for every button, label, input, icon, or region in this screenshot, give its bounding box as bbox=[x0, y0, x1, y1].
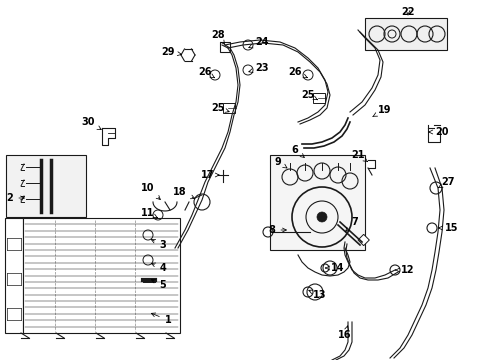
Text: 20: 20 bbox=[428, 127, 448, 137]
Circle shape bbox=[316, 212, 326, 222]
Bar bbox=[220, 42, 229, 52]
Text: 26: 26 bbox=[287, 67, 307, 78]
Text: 21: 21 bbox=[350, 150, 367, 162]
Text: 3: 3 bbox=[151, 239, 166, 250]
Text: 5: 5 bbox=[151, 279, 166, 290]
Text: 22: 22 bbox=[401, 7, 414, 17]
Text: 16: 16 bbox=[338, 326, 351, 340]
Text: 15: 15 bbox=[438, 223, 458, 233]
Text: 7: 7 bbox=[345, 217, 358, 231]
Bar bbox=[223, 103, 235, 113]
Text: 2: 2 bbox=[7, 193, 24, 203]
Text: 8: 8 bbox=[268, 225, 286, 235]
Text: 24: 24 bbox=[248, 37, 268, 48]
Bar bbox=[6, 155, 86, 217]
Text: 18: 18 bbox=[173, 187, 194, 199]
Bar bbox=[23, 218, 180, 333]
Text: 17: 17 bbox=[201, 170, 219, 180]
Text: 12: 12 bbox=[395, 265, 414, 275]
Bar bbox=[357, 234, 368, 246]
Text: 11: 11 bbox=[141, 208, 157, 218]
Text: 19: 19 bbox=[372, 105, 391, 116]
Bar bbox=[364, 18, 446, 50]
Text: 23: 23 bbox=[248, 63, 268, 73]
Text: 13: 13 bbox=[308, 290, 326, 300]
Text: 4: 4 bbox=[151, 263, 166, 273]
Text: 28: 28 bbox=[211, 30, 224, 44]
Text: 26: 26 bbox=[198, 67, 214, 78]
Bar bbox=[269, 155, 364, 250]
Text: 25: 25 bbox=[211, 103, 229, 113]
Text: 29: 29 bbox=[161, 47, 181, 57]
Text: 6: 6 bbox=[291, 145, 304, 157]
Bar bbox=[5, 218, 23, 333]
Text: 30: 30 bbox=[81, 117, 101, 130]
Bar bbox=[312, 93, 325, 103]
Text: 14: 14 bbox=[325, 263, 344, 273]
Text: 9: 9 bbox=[274, 157, 286, 168]
Text: 27: 27 bbox=[438, 177, 454, 188]
Text: 1: 1 bbox=[151, 313, 171, 325]
Text: 10: 10 bbox=[141, 183, 160, 199]
Text: 25: 25 bbox=[301, 90, 317, 100]
